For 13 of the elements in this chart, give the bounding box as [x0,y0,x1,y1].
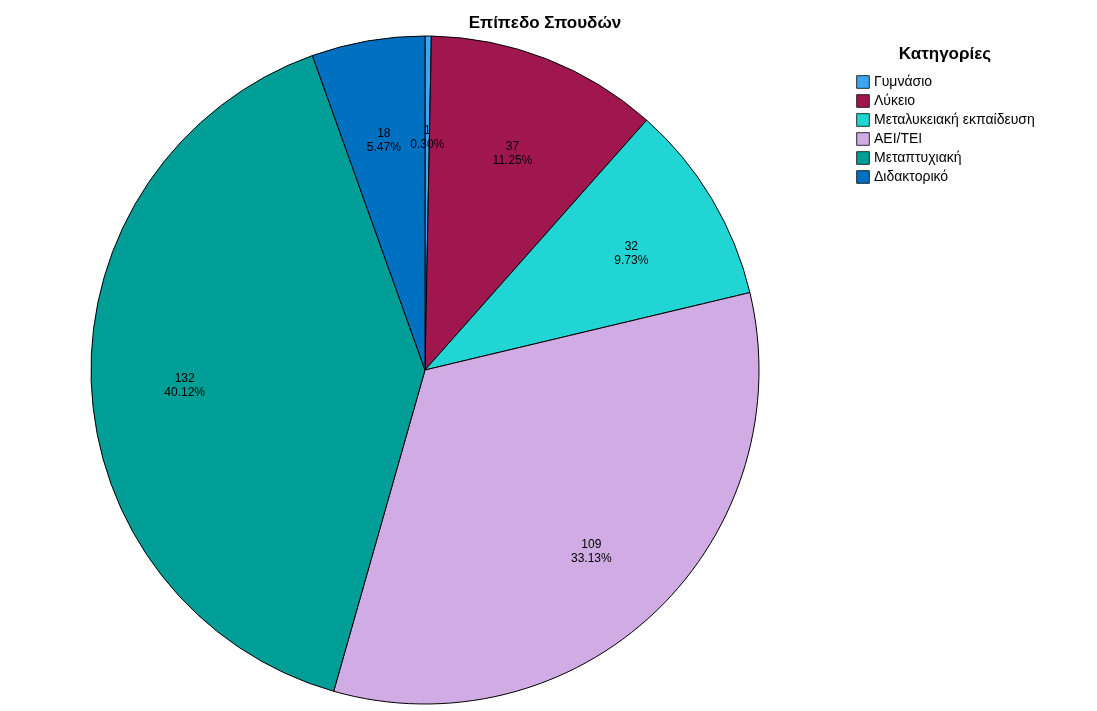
legend-label: Μεταλυκειακή εκπαίδευση [874,111,1035,127]
legend-title: Κατηγορίες [898,44,992,63]
legend-label: Λύκειο [874,92,916,108]
legend-label: Μεταπτυχιακή [874,149,962,165]
data-label: 32 9.73% [614,239,649,268]
data-label: 132 40.12% [164,371,206,400]
legend-label: ΑΕΙ/ΤΕΙ [874,130,923,146]
data-label: 37 11.25% [492,139,533,167]
legend-label: Γυμνάσιο [874,73,933,89]
data-label: 109 33.13% [571,536,613,565]
legend-label: Διδακτορικό [874,168,949,184]
chart-title: Επίπεδο Σπουδών [468,13,622,32]
data-label: 18 5.47% [366,126,402,155]
